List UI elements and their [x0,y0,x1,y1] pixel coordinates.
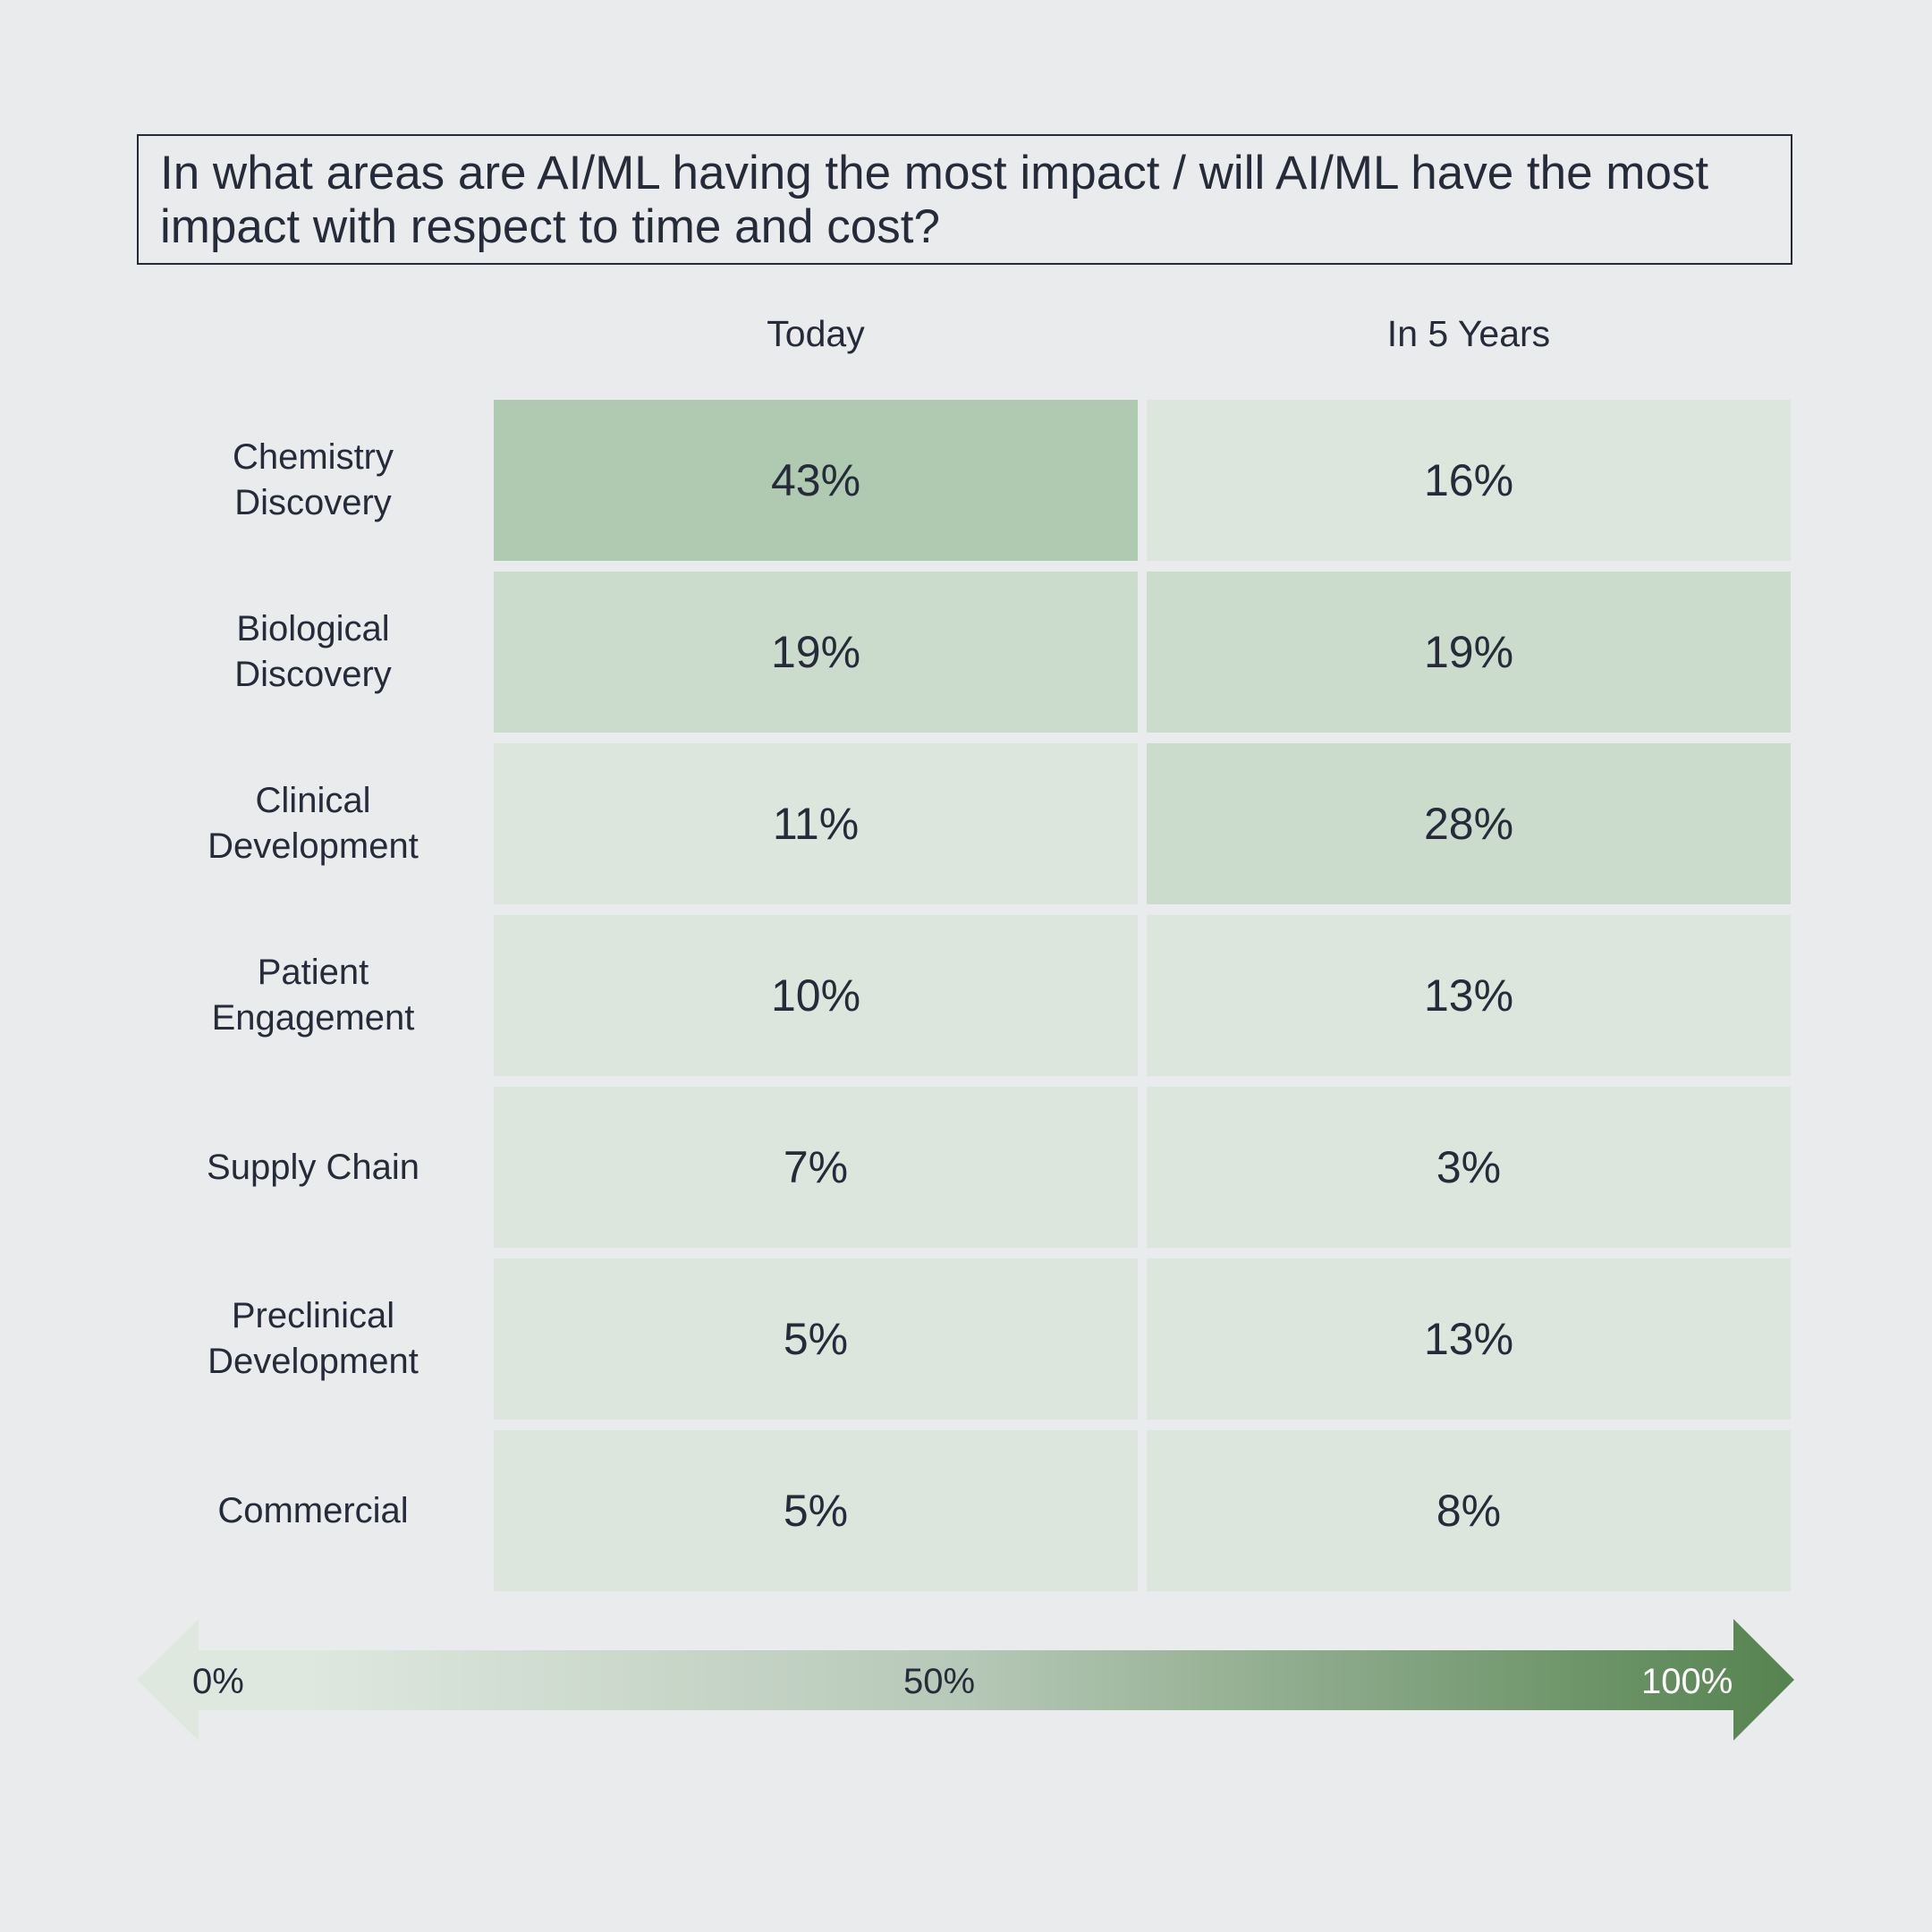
heatmap-cell: 19% [494,572,1138,733]
row-label: Chemistry Discovery [232,437,394,522]
heatmap-cell: 3% [1147,1087,1791,1248]
row-label: Preclinical Development [208,1296,419,1381]
heatmap-cell: 19% [1147,572,1791,733]
heatmap-cell: 5% [494,1430,1138,1591]
heatmap-cell: 5% [494,1258,1138,1419]
row-label: Biological Discovery [234,609,392,694]
chart-title: In what areas are AI/ML having the most … [137,134,1792,265]
scale-label-max: 100% [1641,1662,1733,1701]
scale-label-min: 0% [192,1662,244,1701]
color-scale-arrow [137,1619,1794,1741]
row-label: Supply Chain [207,1147,419,1187]
heatmap-cell: 8% [1147,1430,1791,1591]
heatmap-cell: 13% [1147,915,1791,1076]
heatmap-cell: 16% [1147,400,1791,561]
heatmap-cell: 7% [494,1087,1138,1248]
scale-label-mid: 50% [903,1662,975,1701]
column-header-in-5-years: In 5 Years [1386,313,1551,354]
heatmap-cell: 28% [1147,743,1791,904]
heatmap-cell: 13% [1147,1258,1791,1419]
row-label: Patient Engagement [211,953,415,1038]
heatmap-cell: 43% [494,400,1138,561]
column-header-today: Today [767,313,865,354]
heatmap-cell: 10% [494,915,1138,1076]
row-label: Commercial [217,1490,409,1530]
heatmap-cell: 11% [494,743,1138,904]
row-label: Clinical Development [208,781,419,866]
